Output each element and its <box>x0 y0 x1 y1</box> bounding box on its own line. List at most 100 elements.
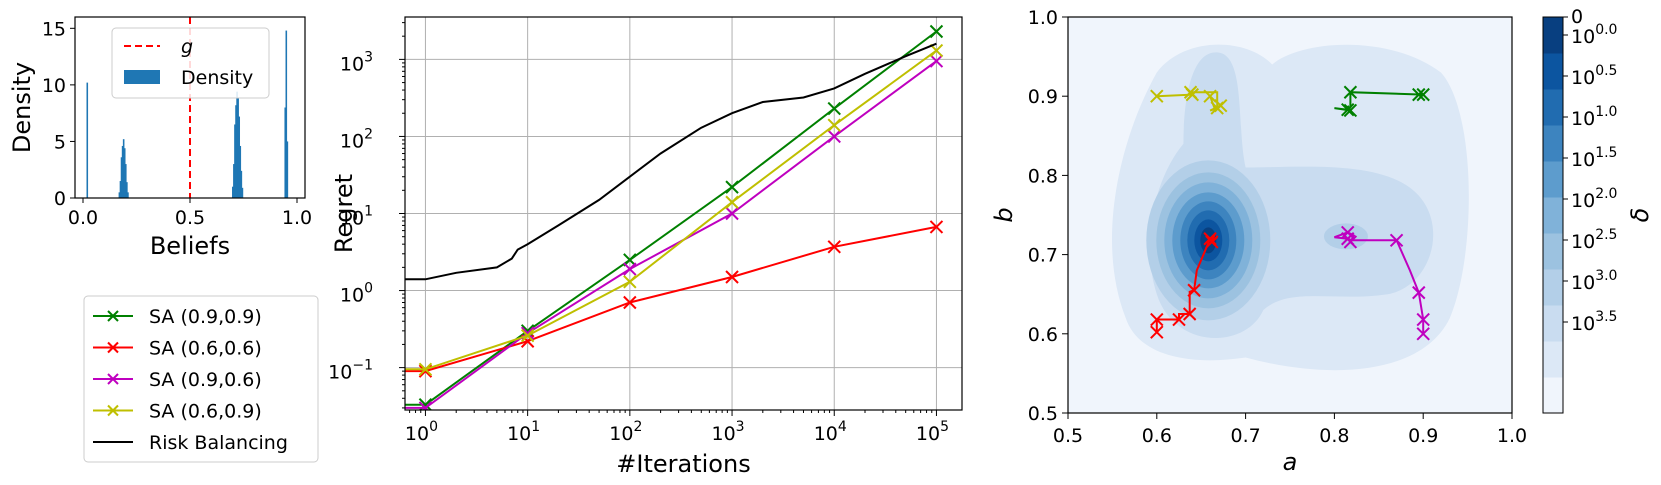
histogram-bar <box>127 192 129 198</box>
legend-density-swatch <box>124 70 160 84</box>
histogram-bar <box>235 105 237 198</box>
histogram-bar <box>123 148 126 198</box>
colorbar-tick-label: 101.0 <box>1571 104 1617 130</box>
histogram-bar <box>237 98 239 198</box>
search-path-marker <box>1183 85 1198 99</box>
legend-marker <box>107 341 119 354</box>
colorbar-segment <box>1543 341 1563 378</box>
histogram-bar <box>284 107 287 198</box>
regret-plot-panel: 100 101 102 103 104 105 10−1 100 101 102 103 #Itera… <box>328 16 963 478</box>
x-tick-label: 1.0 <box>1497 425 1527 447</box>
histogram-bar <box>239 145 242 198</box>
colorbar-segment <box>1543 377 1563 414</box>
x-tick-label: 103 <box>711 419 744 445</box>
series-marker <box>418 401 433 410</box>
legend-label: Risk Balancing <box>149 432 288 454</box>
histogram-bar <box>241 187 244 198</box>
colorbar-tick-label: 100.5 <box>1571 63 1617 89</box>
colorbar-segment <box>1543 53 1563 90</box>
y-tick-label: 1.0 <box>1028 7 1058 29</box>
contour-plot-panel: 0.5 0.6 0.7 0.8 0.9 1.0 0.5 0.6 0.7 0.8 0.9 1.0 a b <box>990 7 1527 476</box>
series-legend: SA (0.9,0.9) SA (0.6,0.6) SA (0.9,0.6) SA (… <box>83 295 319 463</box>
search-path-marker <box>1150 325 1164 339</box>
legend-marker <box>107 404 119 417</box>
search-path-marker <box>1150 312 1164 327</box>
histogram-legend: g Density <box>111 27 270 99</box>
histogram-bar <box>233 164 235 198</box>
legend-marker <box>107 373 119 385</box>
colorbar-segment <box>1543 17 1563 54</box>
y-tick-label: 0.8 <box>1028 165 1058 187</box>
series-marker <box>929 43 944 58</box>
series-marker <box>827 240 841 254</box>
series-marker <box>520 324 535 338</box>
x-axis-label: Beliefs <box>150 232 230 260</box>
series-marker <box>929 24 944 39</box>
legend-label: SA (0.9,0.9) <box>149 306 262 328</box>
contour-frame <box>1067 16 1513 414</box>
y-tick-label: 103 <box>340 49 373 75</box>
legend-label: SA (0.6,0.9) <box>149 401 262 423</box>
series-marker <box>520 328 535 343</box>
contour-levels <box>1112 44 1469 371</box>
x-axis-label: #Iterations <box>616 450 750 478</box>
search-path-marker <box>1416 312 1430 327</box>
histogram-bar <box>86 82 89 198</box>
colorbar-segment <box>1543 161 1563 198</box>
histogram-bar <box>119 181 122 198</box>
y-tick-label: 0.9 <box>1028 86 1058 108</box>
series-line <box>405 42 937 281</box>
x-axis-label: a <box>1283 448 1298 476</box>
legend-marker <box>107 310 119 322</box>
search-path-marker <box>1416 327 1430 341</box>
series-marker <box>623 295 637 310</box>
search-path-marker <box>1412 87 1426 102</box>
y-tick-label: 100 <box>340 281 373 307</box>
histogram-bar <box>126 182 128 198</box>
y-axis-label: Density <box>8 62 36 153</box>
colorbar-segment <box>1543 269 1563 306</box>
histogram-bar <box>234 124 236 198</box>
colorbar-tick-label: 102.5 <box>1571 227 1617 253</box>
series-marker <box>725 270 739 284</box>
search-path-marker <box>1343 103 1358 118</box>
search-path-marker <box>1172 312 1186 327</box>
colorbar-tick-label: 100.0 <box>1571 22 1617 48</box>
histogram-bar <box>236 91 238 198</box>
colorbar-tick-label: 101.5 <box>1571 145 1617 171</box>
histogram-bar <box>125 164 127 198</box>
x-tick-label: 0.5 <box>175 207 205 229</box>
y-axis-label: Regret <box>330 174 358 253</box>
search-path-marker <box>1150 89 1164 103</box>
series-marker <box>623 275 637 289</box>
histogram-panel: 0.0 0.5 1.0 0 5 10 15 Beliefs Density <box>8 16 312 260</box>
x-tick-label: 0.5 <box>1053 425 1083 447</box>
colorbar-segment <box>1543 89 1563 126</box>
series-line <box>405 49 937 371</box>
colorbar-label: δ <box>1626 208 1654 223</box>
histogram-bar <box>120 157 123 198</box>
y-tick-label: 0.7 <box>1028 245 1058 267</box>
series-marker <box>725 206 739 221</box>
legend-density-label: Density <box>181 67 253 89</box>
x-tick-label: 0.0 <box>68 207 98 229</box>
x-tick-label: 102 <box>609 419 642 445</box>
search-path-marker <box>1416 87 1430 102</box>
series-legend-box <box>83 295 319 463</box>
search-path-marker <box>1205 235 1219 249</box>
colorbar-segment <box>1543 125 1563 162</box>
x-tick-label: 0.6 <box>1142 425 1172 447</box>
histogram-bar <box>286 141 289 198</box>
x-tick-label: 0.7 <box>1230 425 1260 447</box>
colorbar-frame <box>1542 16 1564 414</box>
x-tick-label: 104 <box>814 419 847 445</box>
series-marker <box>929 54 944 68</box>
colorbar-top-label: 0 <box>1571 6 1583 28</box>
histogram-bar <box>238 116 241 198</box>
colorbar-tick-label: 103.0 <box>1571 268 1617 294</box>
y-tick-label: 5 <box>54 131 66 153</box>
series-marker <box>827 118 841 132</box>
series-marker <box>623 262 637 276</box>
